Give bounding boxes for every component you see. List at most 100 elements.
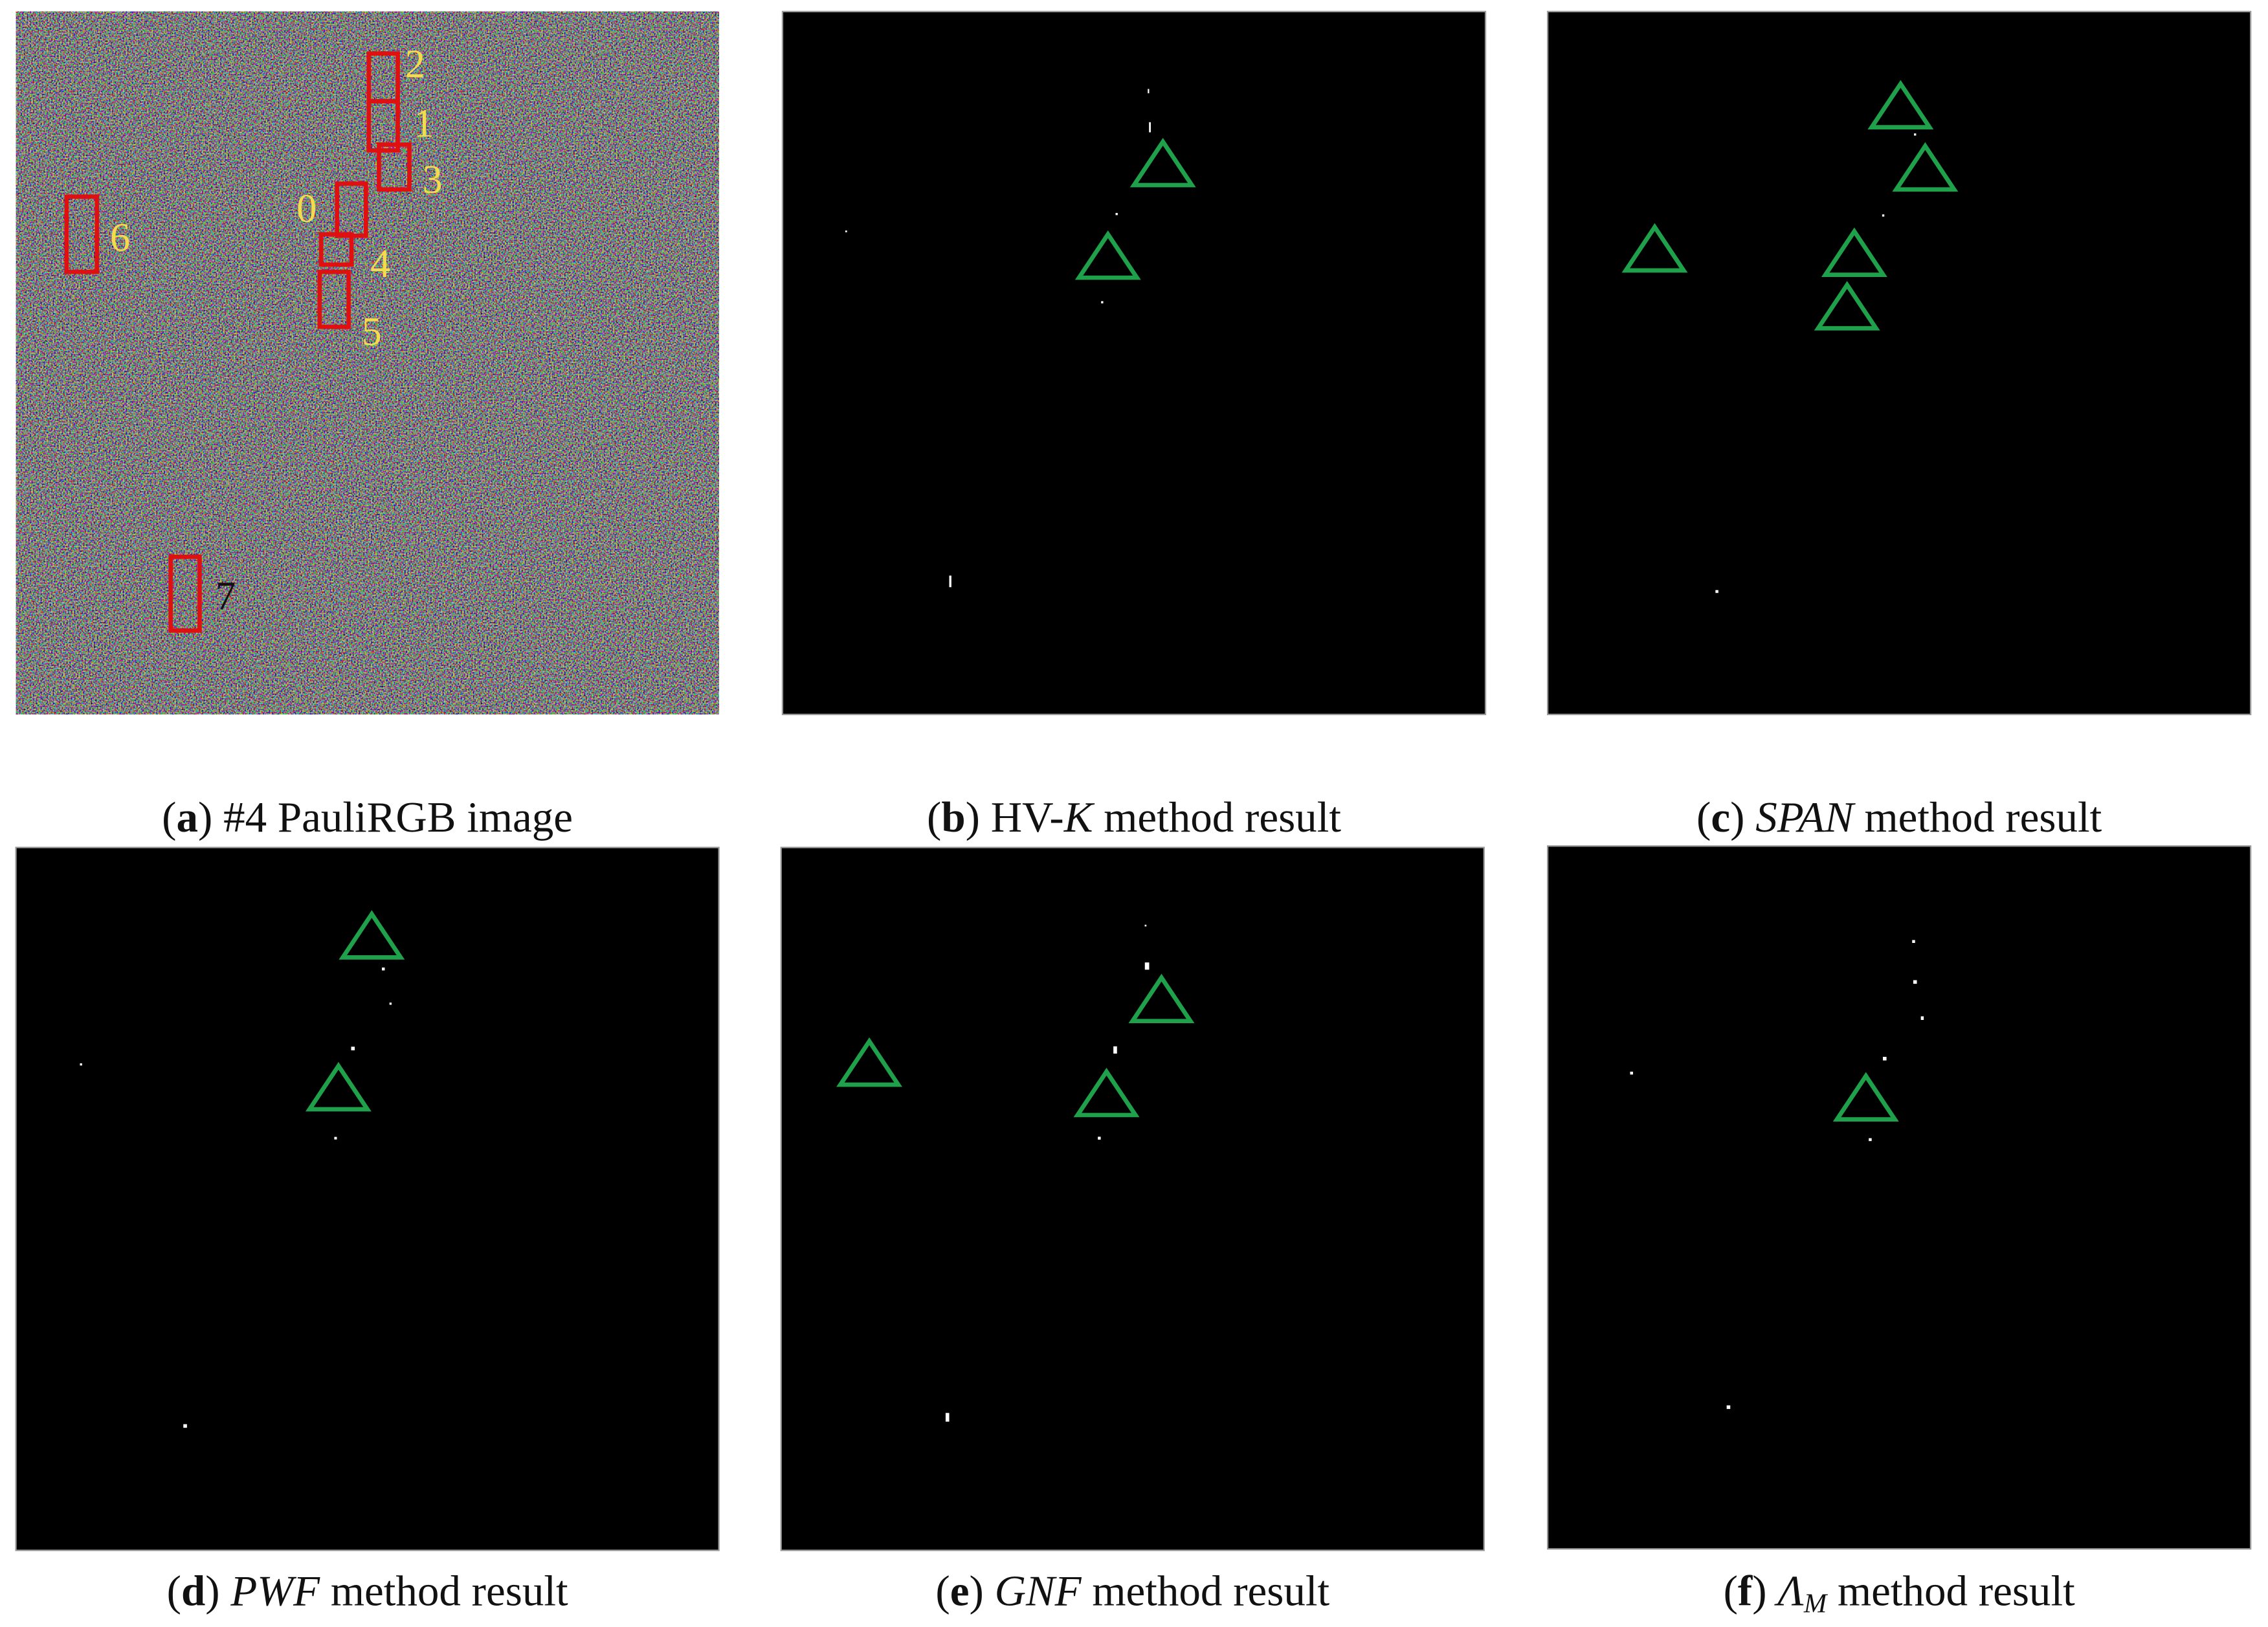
missed-target bbox=[305, 1061, 372, 1112]
caption-part: ) #4 PauliRGB image bbox=[198, 793, 573, 841]
missed-target bbox=[1892, 142, 1959, 192]
detection bbox=[1920, 1016, 1924, 1020]
caption-part: GNF bbox=[995, 1566, 1082, 1615]
panel: (b) HV-K method result bbox=[781, 10, 1487, 841]
target-box bbox=[377, 142, 412, 192]
target-label: 4 bbox=[370, 241, 390, 286]
detection bbox=[1882, 1056, 1887, 1061]
missed-target bbox=[1867, 80, 1934, 130]
detection-image bbox=[15, 847, 720, 1551]
target-box bbox=[366, 99, 400, 153]
caption: (a) #4 PauliRGB image bbox=[162, 793, 573, 841]
caption: (f) ΛM method result bbox=[1724, 1566, 2075, 1619]
missed-target bbox=[1074, 230, 1141, 280]
detection bbox=[1882, 214, 1885, 217]
caption-part: f bbox=[1738, 1566, 1753, 1615]
caption-part: method result bbox=[1854, 793, 2102, 841]
missed-target bbox=[1621, 223, 1688, 273]
caption-part: e bbox=[950, 1566, 970, 1615]
caption-part: b bbox=[941, 793, 965, 841]
caption-part: ) bbox=[969, 1566, 994, 1615]
detection bbox=[845, 230, 847, 232]
detection bbox=[1144, 962, 1150, 970]
caption-part: ) bbox=[1730, 793, 1755, 841]
detection bbox=[945, 1413, 950, 1422]
target-label: 3 bbox=[423, 157, 443, 202]
detection-image bbox=[1546, 10, 2252, 716]
caption-part: ) bbox=[1752, 1566, 1777, 1615]
target-box bbox=[317, 269, 351, 329]
caption: (d) PWF method result bbox=[167, 1566, 568, 1615]
caption-part: d bbox=[181, 1566, 205, 1615]
panel: (d) PWF method result bbox=[15, 847, 720, 1615]
detection-image bbox=[780, 847, 1485, 1551]
caption-part: ( bbox=[167, 1566, 181, 1615]
detection bbox=[1914, 133, 1917, 136]
missed-target bbox=[836, 1037, 903, 1087]
detection bbox=[1101, 301, 1104, 304]
detection bbox=[1912, 940, 1915, 944]
caption-part: SPAN bbox=[1755, 793, 1856, 841]
detection bbox=[1115, 213, 1118, 216]
detection bbox=[1098, 1136, 1101, 1140]
detection bbox=[1144, 924, 1147, 927]
detection bbox=[351, 1046, 355, 1050]
detection bbox=[949, 575, 951, 588]
detection bbox=[1148, 89, 1150, 94]
missed-target bbox=[1073, 1067, 1140, 1118]
missed-target bbox=[1128, 973, 1195, 1024]
panel: (c) SPAN method result bbox=[1546, 10, 2252, 841]
target-label: 1 bbox=[414, 100, 434, 146]
caption-part: ( bbox=[1696, 793, 1711, 841]
panel: (e) GNF method result bbox=[780, 847, 1485, 1615]
caption-part: c bbox=[1711, 793, 1730, 841]
caption-part: ) HV- bbox=[966, 793, 1064, 841]
detection bbox=[381, 967, 385, 971]
detection bbox=[389, 1002, 392, 1005]
missed-target bbox=[1821, 227, 1887, 277]
caption-part: ( bbox=[162, 793, 176, 841]
missed-target bbox=[1814, 281, 1880, 331]
caption-part: method result bbox=[1093, 793, 1341, 841]
target-label: 0 bbox=[296, 186, 317, 231]
missed-target bbox=[1129, 137, 1196, 188]
caption: (c) SPAN method result bbox=[1696, 793, 2102, 841]
caption: (e) GNF method result bbox=[935, 1566, 1329, 1615]
caption-part: ( bbox=[935, 1566, 950, 1615]
missed-target bbox=[339, 910, 405, 960]
caption-part: ) bbox=[205, 1566, 230, 1615]
target-box bbox=[64, 194, 100, 274]
caption: (b) HV-K method result bbox=[927, 793, 1341, 841]
target-label: 5 bbox=[362, 309, 382, 354]
caption-part: method result bbox=[1827, 1566, 2075, 1615]
caption-part: ( bbox=[1724, 1566, 1738, 1615]
caption-part: a bbox=[177, 793, 199, 841]
detection bbox=[1113, 1046, 1117, 1054]
detection-image bbox=[781, 10, 1487, 716]
detection bbox=[183, 1424, 187, 1428]
detection-image bbox=[1546, 845, 2252, 1550]
panel: 2 1 3 0 4 5 6 7 (a) #4 PauliRGB image bbox=[16, 11, 719, 841]
target-box bbox=[168, 554, 202, 633]
detection bbox=[1913, 980, 1917, 984]
detection bbox=[1869, 1138, 1872, 1142]
caption-part: PWF bbox=[230, 1566, 320, 1615]
caption-part: M bbox=[1803, 1589, 1829, 1619]
target-label: 2 bbox=[405, 41, 425, 86]
caption-part: ( bbox=[927, 793, 941, 841]
caption-part: K bbox=[1063, 793, 1095, 841]
detection bbox=[1726, 1405, 1731, 1410]
target-box bbox=[318, 232, 354, 267]
panel: (f) ΛM method result bbox=[1546, 845, 2252, 1619]
caption-part: method result bbox=[320, 1566, 568, 1615]
detection bbox=[80, 1063, 82, 1066]
detection bbox=[1630, 1071, 1633, 1075]
caption-part: method result bbox=[1082, 1566, 1330, 1615]
detection bbox=[1149, 122, 1151, 133]
target-label: 6 bbox=[110, 215, 130, 260]
target-label: 7 bbox=[216, 573, 236, 619]
caption-part: Λ bbox=[1773, 1566, 1804, 1615]
detection bbox=[1715, 590, 1718, 593]
missed-target bbox=[1832, 1072, 1899, 1122]
